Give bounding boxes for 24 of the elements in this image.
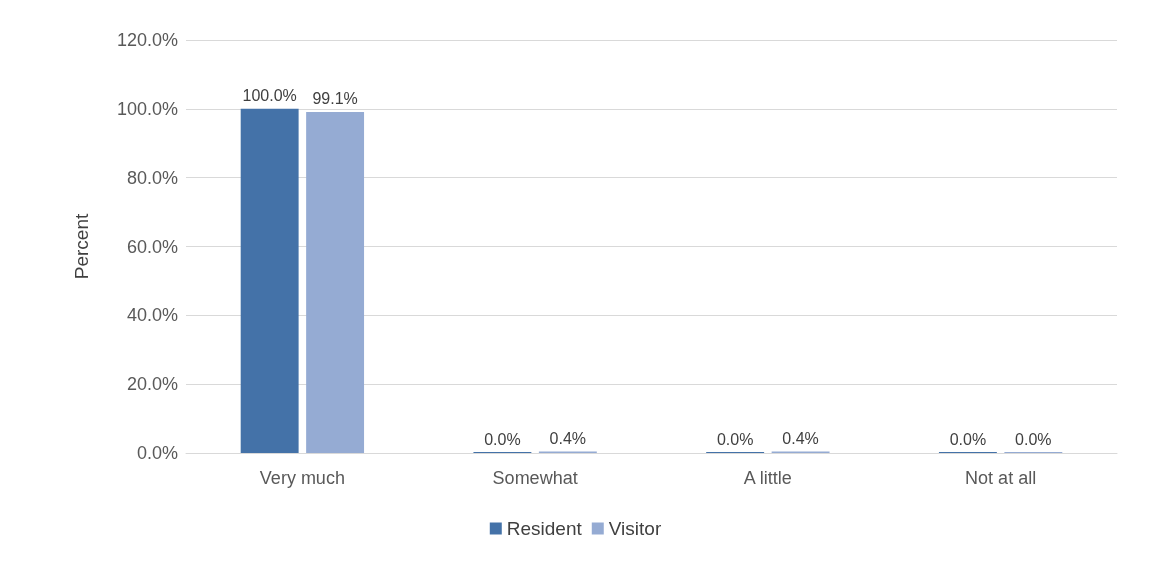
bar	[306, 111, 365, 453]
data-label: 99.1%	[312, 90, 358, 108]
y-tick-label: 120.0%	[116, 30, 178, 50]
x-tick-label: Somewhat	[492, 468, 578, 488]
data-label: 0.0%	[716, 430, 754, 448]
y-tick-label: 60.0%	[126, 236, 178, 257]
y-tick-label: 20.0%	[126, 374, 178, 395]
y-tick-label: 80.0%	[126, 167, 178, 188]
data-label: 0.4%	[549, 430, 587, 448]
data-label: 0.0%	[484, 430, 521, 448]
x-tick-label: Not at all	[965, 468, 1037, 488]
y-axis-title: Percent	[71, 213, 92, 280]
x-tick-label: Very much	[259, 468, 345, 488]
legend-label: Visitor	[608, 518, 662, 539]
y-tick-label: 100.0%	[116, 98, 178, 119]
data-label: 0.0%	[1015, 430, 1052, 448]
data-label: 100.0%	[242, 87, 297, 105]
x-tick-label: A little	[743, 468, 792, 488]
legend-label: Resident	[506, 518, 583, 539]
bar	[240, 108, 299, 453]
data-label: 0.0%	[949, 430, 987, 448]
y-tick-label: 40.0%	[126, 305, 178, 326]
y-tick-label: 0.0%	[136, 443, 178, 463]
data-label: 0.4%	[782, 430, 819, 448]
